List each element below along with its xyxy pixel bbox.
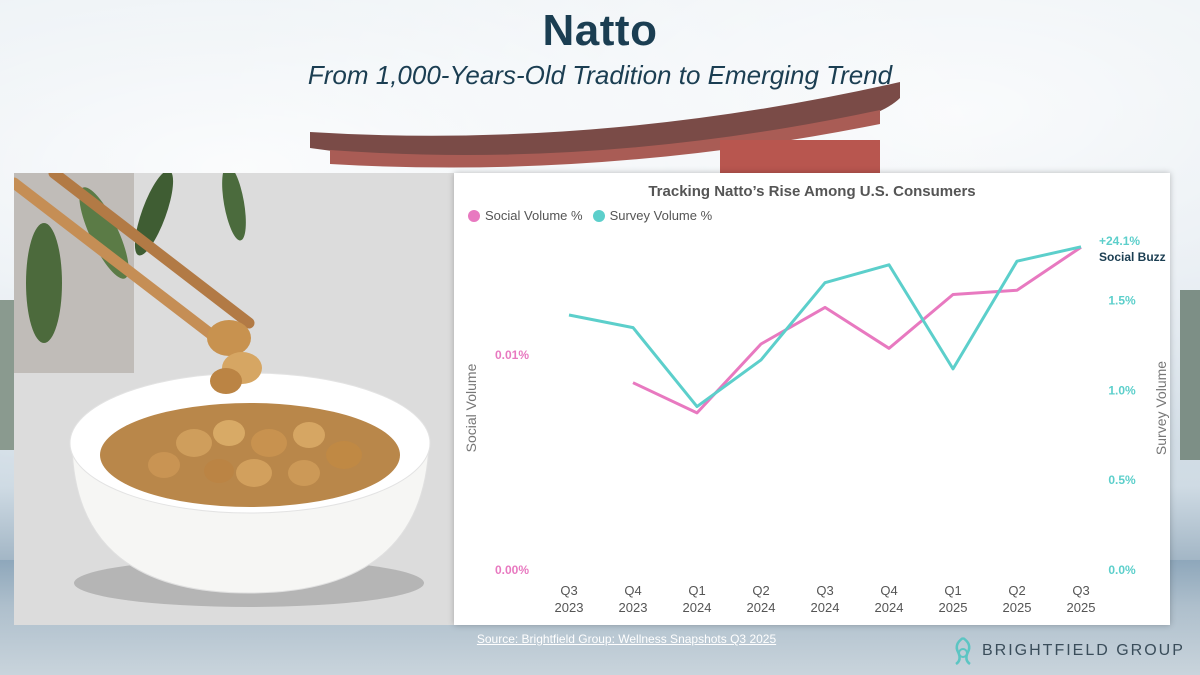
plant-leaf xyxy=(222,173,246,241)
x-tick-label-quarter: Q3 xyxy=(560,583,577,598)
chart-legend: Social Volume % Survey Volume % xyxy=(468,208,712,223)
legend-swatch-survey xyxy=(592,209,605,222)
legend-label-survey: Survey Volume % xyxy=(609,208,713,223)
source-link[interactable]: Source: Brightfield Group: Wellness Snap… xyxy=(476,632,777,646)
y-right-tick-label: 0.5% xyxy=(1108,473,1136,487)
legend-item-survey: Survey Volume % xyxy=(592,208,713,223)
x-tick-label-year: 2023 xyxy=(555,600,584,615)
x-tick-label-quarter: Q2 xyxy=(1008,583,1025,598)
y-left-tick-label: 0.01% xyxy=(495,348,529,362)
plant-leaf xyxy=(134,173,174,256)
legend-label-social: Social Volume % xyxy=(485,208,583,223)
legend-swatch-social xyxy=(468,209,480,222)
chart-plot: 0.00% 0.01% 0.0% 0.5% 1.0% 1.5% Social Volume S… xyxy=(463,234,1169,615)
natto-beans xyxy=(100,403,400,507)
background-hill-right xyxy=(1180,290,1200,460)
x-tick-label-quarter: Q1 xyxy=(688,583,705,598)
chopstick xyxy=(48,173,255,329)
x-tick-label-quarter: Q2 xyxy=(752,583,769,598)
x-tick-label-year: 2024 xyxy=(747,600,776,615)
page-subtitle: From 1,000-Years-Old Tradition to Emergi… xyxy=(307,60,893,90)
x-tick-label-year: 2024 xyxy=(811,600,840,615)
x-tick-label-year: 2025 xyxy=(1003,600,1032,615)
y-right-axis-title: Survey Volume xyxy=(1153,361,1169,455)
brand-logo: BRIGHTFIELD GROUP xyxy=(952,636,1185,666)
y-right-tick-label: 0.0% xyxy=(1108,563,1136,577)
annotation-text: Social Buzz xyxy=(1099,250,1166,264)
x-tick-label-year: 2023 xyxy=(619,600,648,615)
y-right-tick-label: 1.5% xyxy=(1108,294,1136,308)
temple-roof-illustration xyxy=(310,82,900,180)
y-left-axis-title: Social Volume xyxy=(463,363,479,452)
x-tick-label-quarter: Q1 xyxy=(944,583,961,598)
x-tick-label-quarter: Q3 xyxy=(1072,583,1089,598)
y-left-tick-label: 0.00% xyxy=(495,563,529,577)
brand-logo-icon xyxy=(955,636,971,666)
chart-title: Tracking Natto’s Rise Among U.S. Consume… xyxy=(648,183,976,200)
x-tick-label-year: 2025 xyxy=(939,600,968,615)
brand-name: BRIGHTFIELD GROUP xyxy=(982,642,1185,659)
series-line-social xyxy=(632,245,1082,415)
line-chart-card: Tracking Natto’s Rise Among U.S. Consume… xyxy=(454,173,1170,625)
natto-bowl-photo xyxy=(14,173,454,625)
plant-leaf xyxy=(26,223,62,343)
legend-item-social: Social Volume % xyxy=(468,208,583,223)
chopstick xyxy=(14,177,235,354)
annotation-value: +24.1% xyxy=(1099,234,1140,248)
x-tick-label-quarter: Q3 xyxy=(816,583,833,598)
series-line-survey xyxy=(568,245,1082,409)
x-tick-label-quarter: Q4 xyxy=(880,583,897,598)
x-tick-label-quarter: Q4 xyxy=(624,583,641,598)
page-title: Natto xyxy=(542,6,658,55)
x-tick-label-year: 2025 xyxy=(1067,600,1096,615)
y-right-tick-label: 1.0% xyxy=(1108,383,1136,397)
x-tick-label-year: 2024 xyxy=(683,600,712,615)
x-tick-label-year: 2024 xyxy=(875,600,904,615)
